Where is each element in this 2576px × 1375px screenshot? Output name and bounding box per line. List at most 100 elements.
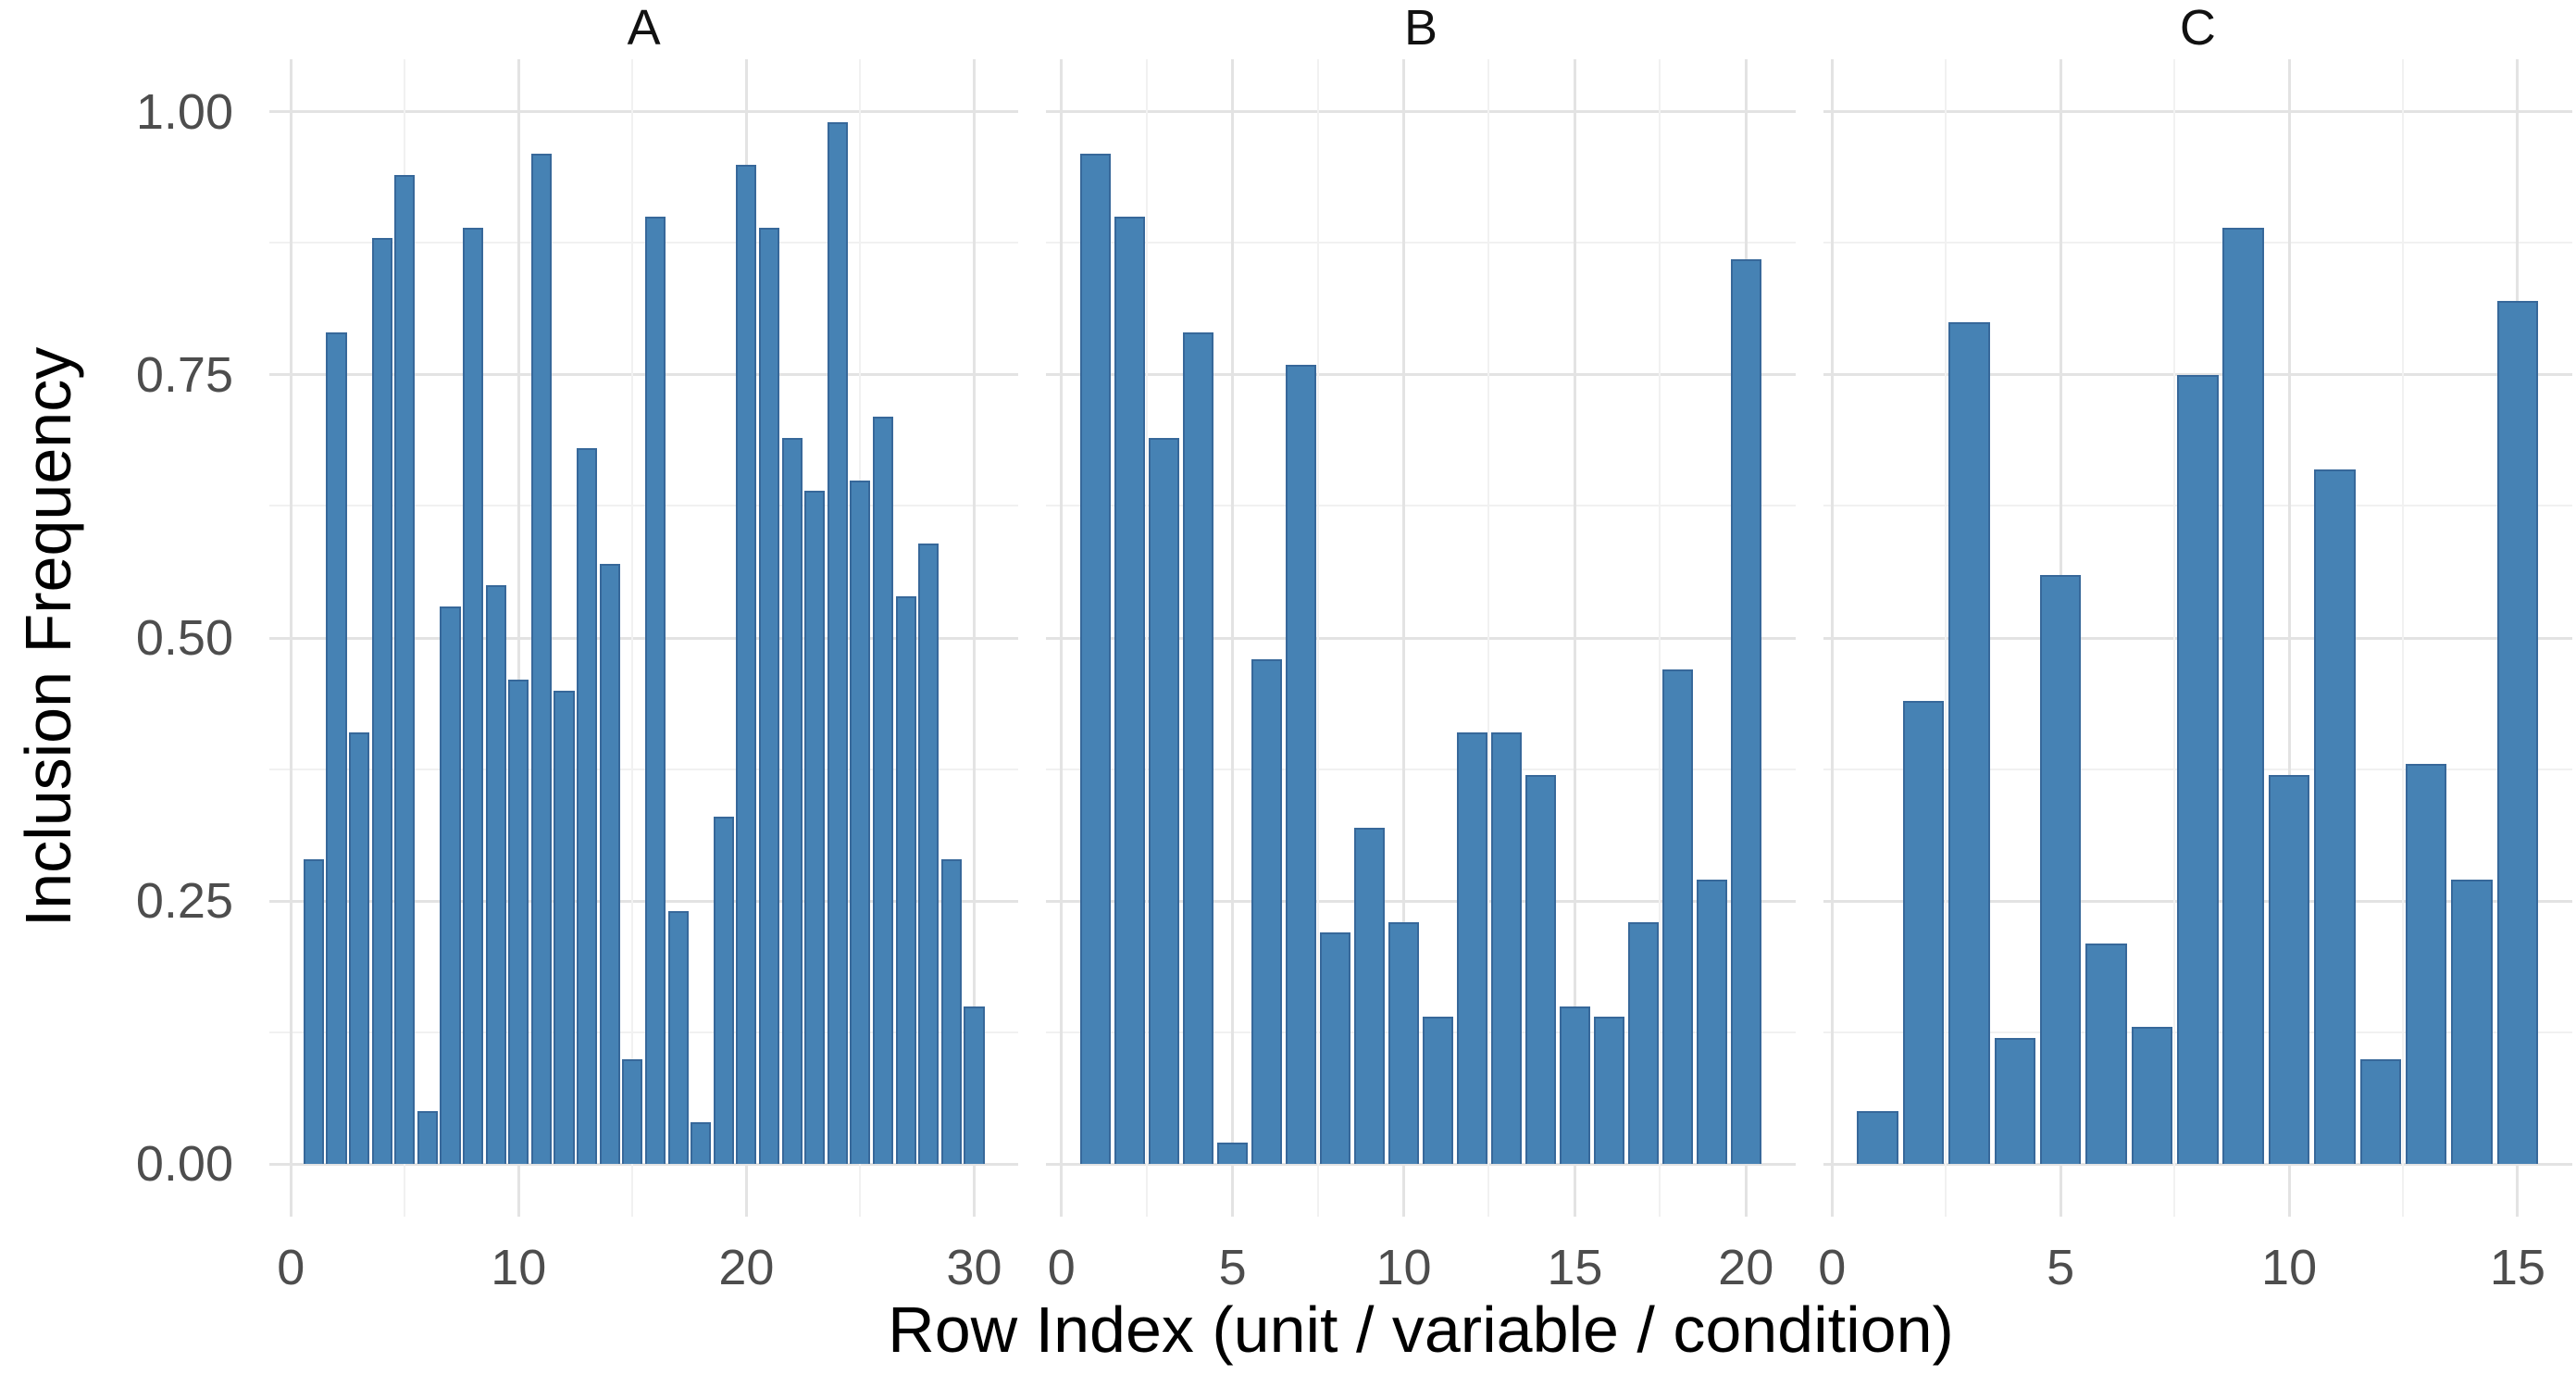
gridline-vertical-major <box>1231 59 1235 1217</box>
bar-C-3 <box>1948 322 1990 1165</box>
x-tick-label: 0 <box>277 1240 305 1295</box>
gridline-vertical-major <box>1830 59 1834 1217</box>
gridline-vertical-major <box>1060 59 1064 1217</box>
bar-C-8 <box>2177 374 2219 1165</box>
gridline-horizontal-major <box>269 373 1019 377</box>
x-tick-label: 15 <box>2489 1240 2546 1295</box>
bar-A-17 <box>667 911 689 1165</box>
bar-A-11 <box>530 154 552 1165</box>
y-tick-label: 0.00 <box>135 1136 233 1193</box>
x-tick-label: 20 <box>718 1240 775 1295</box>
facet-panel-B: B 0 5 10 15 20 <box>1046 0 1796 1295</box>
gridline-vertical-major <box>972 59 976 1217</box>
gridline-vertical-major <box>516 59 520 1217</box>
bar-B-12 <box>1456 732 1488 1165</box>
bar-B-1 <box>1080 154 1112 1165</box>
gridline-vertical-minor <box>1487 59 1490 1217</box>
bar-B-20 <box>1730 258 1761 1165</box>
bar-B-3 <box>1149 438 1180 1165</box>
gridline-horizontal-major <box>269 899 1019 903</box>
bar-A-2 <box>326 332 347 1165</box>
bar-A-29 <box>940 858 962 1165</box>
gridline-vertical-minor <box>1316 59 1319 1217</box>
gridline-horizontal-major <box>269 1162 1019 1166</box>
bar-B-16 <box>1593 1017 1624 1165</box>
x-tick-label: 20 <box>1718 1240 1774 1295</box>
bar-A-9 <box>485 585 506 1165</box>
bar-C-15 <box>2496 301 2539 1165</box>
bar-B-13 <box>1490 732 1523 1165</box>
bar-B-7 <box>1285 364 1317 1165</box>
bar-A-5 <box>394 175 416 1165</box>
gridline-horizontal-minor <box>1046 1031 1796 1033</box>
bar-A-12 <box>554 690 575 1165</box>
x-tick-label: 5 <box>1218 1240 1247 1295</box>
gridline-horizontal-major <box>1823 373 2572 377</box>
gridline-horizontal-major <box>1046 373 1796 377</box>
gridline-horizontal-minor <box>269 505 1019 507</box>
facet-strip-label: A <box>627 0 661 56</box>
bar-A-26 <box>872 417 894 1165</box>
gridline-horizontal-major <box>1046 899 1796 903</box>
x-tick-label: 0 <box>1047 1240 1076 1295</box>
bar-C-14 <box>2451 880 2493 1165</box>
bar-C-9 <box>2222 227 2264 1165</box>
y-axis-tick-labels: 0.00 0.25 0.50 0.75 1.00 <box>0 0 233 1375</box>
bar-B-17 <box>1627 921 1659 1165</box>
y-tick-label: 0.25 <box>135 873 233 930</box>
bar-A-30 <box>964 1006 985 1165</box>
gridline-vertical-minor <box>1145 59 1148 1217</box>
bar-A-28 <box>918 543 940 1165</box>
bar-A-6 <box>417 1111 438 1165</box>
bar-B-10 <box>1388 921 1420 1165</box>
x-tick-label: 10 <box>1375 1240 1432 1295</box>
bar-C-12 <box>2359 1058 2402 1165</box>
x-tick-label: 30 <box>946 1240 1002 1295</box>
bar-A-25 <box>850 480 871 1165</box>
bar-B-8 <box>1319 932 1351 1165</box>
gridline-horizontal-minor <box>269 1031 1019 1033</box>
y-tick-label: 0.50 <box>135 610 233 666</box>
bar-B-14 <box>1524 774 1557 1165</box>
bar-C-6 <box>2085 943 2127 1165</box>
facet-panels: A 0 10 20 30 B 0 5 10 15 20 C 0 5 10 15 <box>269 0 2572 1295</box>
facet-panel-C: C 0 5 10 15 <box>1818 0 2572 1295</box>
gridline-horizontal-minor <box>1046 505 1796 507</box>
x-tick-label: 15 <box>1547 1240 1603 1295</box>
bar-C-10 <box>2268 774 2310 1165</box>
bar-B-11 <box>1422 1017 1454 1165</box>
gridline-horizontal-major <box>1823 110 2572 114</box>
gridline-horizontal-major <box>1046 110 1796 114</box>
facet-strip-label: B <box>1403 0 1437 56</box>
bar-B-6 <box>1251 658 1283 1165</box>
gridline-vertical-minor <box>1945 59 1948 1217</box>
bar-B-15 <box>1559 1006 1590 1165</box>
facet-panel-A: A 0 10 20 30 <box>269 0 1019 1295</box>
bar-B-9 <box>1353 827 1386 1165</box>
bar-C-11 <box>2314 469 2356 1165</box>
x-axis-title: Row Index (unit / variable / condition) <box>888 1294 1954 1366</box>
bar-A-1 <box>303 858 324 1165</box>
gridline-vertical-major <box>1573 59 1576 1217</box>
bar-A-22 <box>781 438 803 1165</box>
bar-A-3 <box>349 732 370 1165</box>
bar-A-14 <box>599 564 620 1165</box>
bar-A-27 <box>895 595 916 1165</box>
bar-B-18 <box>1661 669 1693 1165</box>
bar-C-7 <box>2131 1027 2173 1165</box>
bar-A-20 <box>736 164 757 1165</box>
y-tick-label: 1.00 <box>135 83 233 140</box>
gridline-horizontal-minor <box>269 242 1019 244</box>
bar-A-21 <box>758 227 780 1165</box>
bar-C-13 <box>2405 764 2447 1165</box>
gridline-vertical-major <box>2287 59 2291 1217</box>
bar-C-5 <box>2039 574 2082 1165</box>
bar-A-7 <box>440 606 461 1165</box>
bar-C-1 <box>1857 1111 1898 1165</box>
gridline-horizontal-minor <box>269 768 1019 770</box>
x-tick-label: 10 <box>2261 1240 2318 1295</box>
gridline-horizontal-major <box>269 636 1019 640</box>
gridline-vertical-minor <box>2402 59 2405 1217</box>
gridline-vertical-minor <box>630 59 633 1217</box>
